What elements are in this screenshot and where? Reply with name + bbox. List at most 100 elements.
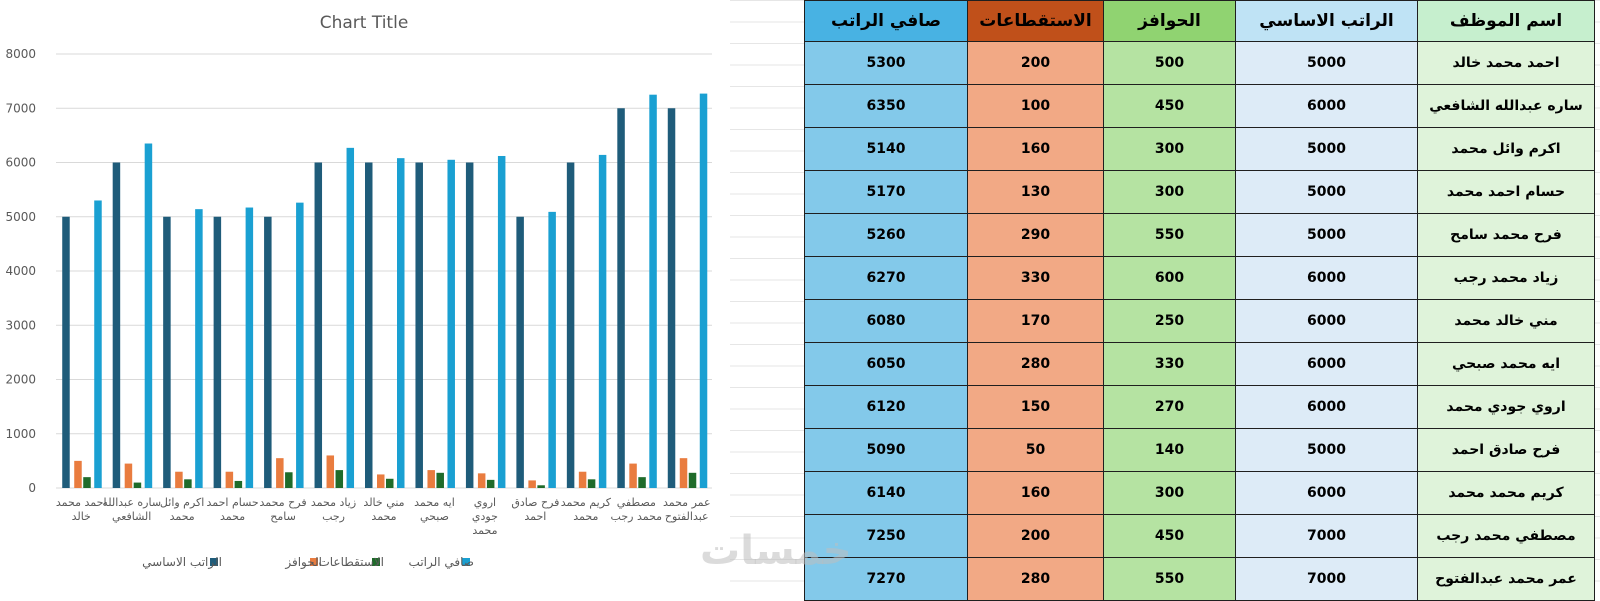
- cell-deductions[interactable]: 130: [967, 170, 1104, 214]
- cell-basic-salary[interactable]: 6000: [1235, 299, 1418, 343]
- cell-incentives[interactable]: 500: [1103, 41, 1236, 85]
- cell-deductions[interactable]: 160: [967, 127, 1104, 171]
- cell-deductions[interactable]: 280: [967, 557, 1104, 601]
- cell-basic-salary[interactable]: 6000: [1235, 471, 1418, 515]
- cell-net-salary[interactable]: 6050: [804, 342, 968, 386]
- header-net-salary[interactable]: صافي الراتب: [804, 0, 968, 42]
- bar-basic-salary: [264, 216, 272, 488]
- cell-deductions[interactable]: 50: [967, 428, 1104, 472]
- cell-deductions[interactable]: 170: [967, 299, 1104, 343]
- bar-deductions: [688, 472, 697, 488]
- cell-employee-name[interactable]: فرح محمد سامح: [1417, 213, 1595, 257]
- cell-net-salary[interactable]: 5140: [804, 127, 968, 171]
- header-employee-name[interactable]: اسم الموظف: [1417, 0, 1595, 42]
- cell-employee-name[interactable]: فرح صادق احمد: [1417, 428, 1595, 472]
- cell-employee-name[interactable]: كريم محمد محمد: [1417, 471, 1595, 515]
- cell-net-salary[interactable]: 6080: [804, 299, 968, 343]
- x-tick-label: ساره عبدالله الشافعي: [102, 496, 161, 523]
- cell-basic-salary[interactable]: 6000: [1235, 342, 1418, 386]
- cell-net-salary[interactable]: 6140: [804, 471, 968, 515]
- cell-incentives[interactable]: 600: [1103, 256, 1236, 300]
- cell-employee-name[interactable]: ساره عبدالله الشافعي: [1417, 84, 1595, 128]
- y-tick-label: 5000: [5, 210, 36, 224]
- cell-net-salary[interactable]: 5260: [804, 213, 968, 257]
- bar-deductions: [486, 479, 495, 488]
- cell-basic-salary[interactable]: 5000: [1235, 127, 1418, 171]
- bar-chart[interactable]: Chart Title 0 1000 2000 3000 4000 5000 6000 7000…: [0, 0, 730, 600]
- cell-deductions[interactable]: 200: [967, 514, 1104, 558]
- cell-incentives[interactable]: 450: [1103, 514, 1236, 558]
- cell-net-salary[interactable]: 6270: [804, 256, 968, 300]
- y-tick-label: 7000: [5, 101, 36, 115]
- bar-deductions: [83, 477, 91, 488]
- bar-incentives: [74, 460, 82, 488]
- cell-employee-name[interactable]: مصطفي محمد رجب: [1417, 514, 1595, 558]
- cell-incentives[interactable]: 140: [1103, 428, 1236, 472]
- cell-deductions[interactable]: 290: [967, 213, 1104, 257]
- table-row: فرح محمد سامح 5000 550 290 5260: [804, 213, 1595, 257]
- cell-basic-salary[interactable]: 6000: [1235, 84, 1418, 128]
- chart-panel[interactable]: Chart Title 0 1000 2000 3000 4000 5000 6000 7000…: [0, 0, 730, 600]
- bar-net-salary: [346, 147, 355, 489]
- cell-incentives[interactable]: 270: [1103, 385, 1236, 429]
- cell-basic-salary[interactable]: 7000: [1235, 557, 1418, 601]
- cell-incentives[interactable]: 250: [1103, 299, 1236, 343]
- cell-basic-salary[interactable]: 5000: [1235, 170, 1418, 214]
- cell-employee-name[interactable]: عمر محمد عبدالفتوح: [1417, 557, 1595, 601]
- bar-net-salary: [548, 211, 556, 488]
- cell-basic-salary[interactable]: 5000: [1235, 213, 1418, 257]
- bar-net-salary: [598, 154, 607, 488]
- y-tick-label: 6000: [5, 156, 36, 170]
- cell-basic-salary[interactable]: 7000: [1235, 514, 1418, 558]
- cell-employee-name[interactable]: حسام احمد محمد: [1417, 170, 1595, 214]
- header-basic-salary[interactable]: الراتب الاساسي: [1235, 0, 1418, 42]
- cell-basic-salary[interactable]: 5000: [1235, 428, 1418, 472]
- cell-net-salary[interactable]: 5170: [804, 170, 968, 214]
- cell-basic-salary[interactable]: 6000: [1235, 256, 1418, 300]
- cell-deductions[interactable]: 280: [967, 342, 1104, 386]
- table-row: مني خالد محمد 6000 250 170 6080: [804, 299, 1595, 343]
- y-tick-label: 3000: [5, 318, 36, 332]
- cell-deductions[interactable]: 330: [967, 256, 1104, 300]
- cell-incentives[interactable]: 300: [1103, 170, 1236, 214]
- cell-incentives[interactable]: 300: [1103, 471, 1236, 515]
- header-incentives[interactable]: الحوافز: [1103, 0, 1236, 42]
- legend-swatch: [310, 558, 318, 566]
- legend-swatch: [372, 558, 380, 566]
- table-row: ساره عبدالله الشافعي 6000 450 100 6350: [804, 84, 1595, 128]
- cell-employee-name[interactable]: اروي جودي محمد: [1417, 385, 1595, 429]
- bar-incentives: [528, 480, 536, 488]
- cell-basic-salary[interactable]: 6000: [1235, 385, 1418, 429]
- cell-deductions[interactable]: 160: [967, 471, 1104, 515]
- bar-net-salary: [497, 155, 506, 489]
- cell-employee-name[interactable]: احمد محمد خالد: [1417, 41, 1595, 85]
- header-deductions[interactable]: الاستقطاعات: [967, 0, 1104, 42]
- cell-employee-name[interactable]: ايه محمد صبحي: [1417, 342, 1595, 386]
- bar-incentives: [679, 458, 688, 488]
- cell-employee-name[interactable]: زياد محمد رجب: [1417, 256, 1595, 300]
- bar-basic-salary: [566, 162, 575, 488]
- cell-net-salary[interactable]: 7250: [804, 514, 968, 558]
- cell-net-salary[interactable]: 5300: [804, 41, 968, 85]
- cell-net-salary[interactable]: 7270: [804, 557, 968, 601]
- cell-incentives[interactable]: 330: [1103, 342, 1236, 386]
- cell-employee-name[interactable]: مني خالد محمد: [1417, 299, 1595, 343]
- cell-incentives[interactable]: 450: [1103, 84, 1236, 128]
- cell-basic-salary[interactable]: 5000: [1235, 41, 1418, 85]
- bar-deductions: [638, 477, 646, 488]
- bar-incentives: [225, 471, 234, 488]
- cell-incentives[interactable]: 300: [1103, 127, 1236, 171]
- cell-incentives[interactable]: 550: [1103, 557, 1236, 601]
- cell-employee-name[interactable]: اكرم وائل محمد: [1417, 127, 1595, 171]
- cell-deductions[interactable]: 150: [967, 385, 1104, 429]
- bar-incentives: [124, 463, 133, 488]
- cell-deductions[interactable]: 100: [967, 84, 1104, 128]
- cell-net-salary[interactable]: 6120: [804, 385, 968, 429]
- cell-net-salary[interactable]: 5090: [804, 428, 968, 472]
- table-row: عمر محمد عبدالفتوح 7000 550 280 7270: [804, 557, 1595, 601]
- cell-deductions[interactable]: 200: [967, 41, 1104, 85]
- bar-basic-salary: [617, 108, 625, 488]
- cell-incentives[interactable]: 550: [1103, 213, 1236, 257]
- cell-net-salary[interactable]: 6350: [804, 84, 968, 128]
- bar-incentives: [578, 471, 587, 488]
